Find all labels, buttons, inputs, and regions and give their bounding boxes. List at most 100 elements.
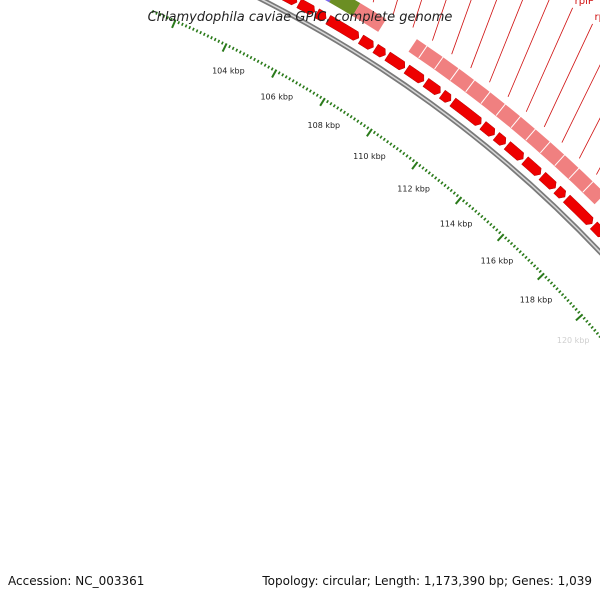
scale-tick: [571, 304, 576, 308]
scale-tick: [376, 133, 380, 137]
gene-arrow: [449, 97, 482, 126]
scale-tick: [560, 293, 565, 297]
scale-tick: [366, 126, 370, 130]
scale-tick: [532, 264, 537, 268]
scale-tick: [195, 29, 199, 33]
scale-tick: [181, 22, 184, 26]
scale-tick: [590, 325, 594, 329]
scale-tick: [284, 75, 288, 79]
scale-tick: [418, 163, 422, 168]
gene-leader-line: [372, 0, 375, 3]
scale-tick: [492, 225, 496, 229]
scale-tick: [577, 310, 581, 314]
scale-tick: [544, 275, 548, 279]
scale-tick: [430, 173, 435, 178]
scale-tick: [199, 30, 203, 35]
scale-tick: [389, 142, 393, 146]
scale-tick: [213, 37, 217, 42]
backbone-outer: [256, 0, 600, 256]
gene-arrow: [553, 185, 567, 199]
band-separator: [510, 115, 522, 129]
scale-tick: [392, 144, 396, 149]
category-band: [408, 39, 600, 205]
scale-tick: [177, 20, 181, 25]
accession-text: Accession: NC_003361: [8, 574, 145, 588]
scale-tick: [558, 290, 562, 294]
scale-tick: [506, 239, 511, 243]
gene-leader-line: [507, 0, 550, 97]
gene-leader-line: [578, 117, 600, 159]
scale-tick: [515, 247, 519, 251]
scale-tick: [326, 99, 329, 104]
scale-tick: [386, 140, 390, 144]
scale-tick: [246, 54, 249, 58]
band-separator: [554, 154, 566, 167]
scale-tick: [595, 331, 600, 336]
gene-arrow: [538, 171, 557, 190]
scale-tick: [362, 123, 366, 128]
gene-arrow: [372, 43, 386, 58]
scale-tick: [235, 48, 239, 52]
scale-tick: [184, 24, 188, 28]
scale-tick: [202, 32, 206, 37]
scale-tick: [477, 212, 481, 216]
scale-tick: [231, 46, 235, 51]
scale-tick: [566, 298, 570, 303]
gene-leader-line: [489, 0, 524, 83]
scale-tick: [547, 278, 551, 282]
scale-tick: [427, 171, 431, 175]
gene-label: rpsQ: [595, 12, 600, 23]
scale-tick: [356, 119, 360, 123]
scale-tick: [342, 110, 346, 115]
gene-arrow: [438, 89, 452, 103]
scale-tick: [474, 209, 478, 213]
gene-arrow: [357, 34, 374, 50]
gene-arrow: [403, 64, 425, 84]
scale-tick: [192, 27, 195, 31]
band-separator: [495, 103, 506, 116]
scale-tick: [489, 222, 493, 227]
scale-tick: [437, 178, 441, 183]
scale-label: 120 kbp: [557, 336, 590, 345]
scale-tick: [260, 61, 264, 65]
gene-arrow: [589, 221, 600, 238]
gene-labels: CCA00084dnaQ-1CCA00086lntlpxCfabZlpxAfmt…: [372, 0, 600, 175]
scale-tick: [504, 236, 508, 240]
scale-tick: [443, 183, 447, 188]
scale-tick: [574, 307, 578, 311]
scale-tick: [535, 267, 540, 271]
map-title: Chlamydophila caviae GPIC, complete geno…: [147, 10, 453, 25]
scale-ticks: 104 kbp 106 kbp 108 kbp 110 kbp 112 kbp 114 k…: [151, 9, 600, 345]
scale-tick: [486, 220, 490, 224]
scale-tick: [598, 335, 600, 339]
gene-leader-line: [543, 23, 593, 128]
scale-tick: [465, 201, 469, 206]
scale-tick: [270, 67, 274, 71]
scale-tick: [434, 176, 438, 180]
scale-tick: [263, 63, 267, 67]
scale-tick: [267, 65, 271, 69]
scale-tick: [295, 81, 299, 85]
scale-tick: [452, 191, 456, 195]
scale-tick: [206, 34, 210, 38]
category-band: [352, 3, 387, 32]
scale-label: 104 kbp: [212, 66, 245, 75]
scale-tick: [408, 156, 412, 160]
category-bands: [325, 0, 600, 205]
scale-tick: [221, 43, 228, 52]
band-separator: [540, 141, 551, 154]
scale-tick: [402, 151, 406, 156]
scale-tick: [291, 79, 295, 83]
scale-tick: [582, 316, 586, 320]
scale-tick: [468, 204, 472, 208]
scale-tick: [319, 97, 326, 107]
gene-arrow: [492, 132, 507, 146]
genome-backbone: [256, 0, 600, 256]
scale-tick: [249, 55, 253, 60]
scale-tick: [253, 57, 256, 62]
scale-tick: [454, 196, 463, 205]
scale-tick: [537, 272, 545, 281]
scale-tick: [210, 36, 213, 40]
scale-tick: [256, 59, 260, 64]
scale-tick: [575, 313, 584, 322]
